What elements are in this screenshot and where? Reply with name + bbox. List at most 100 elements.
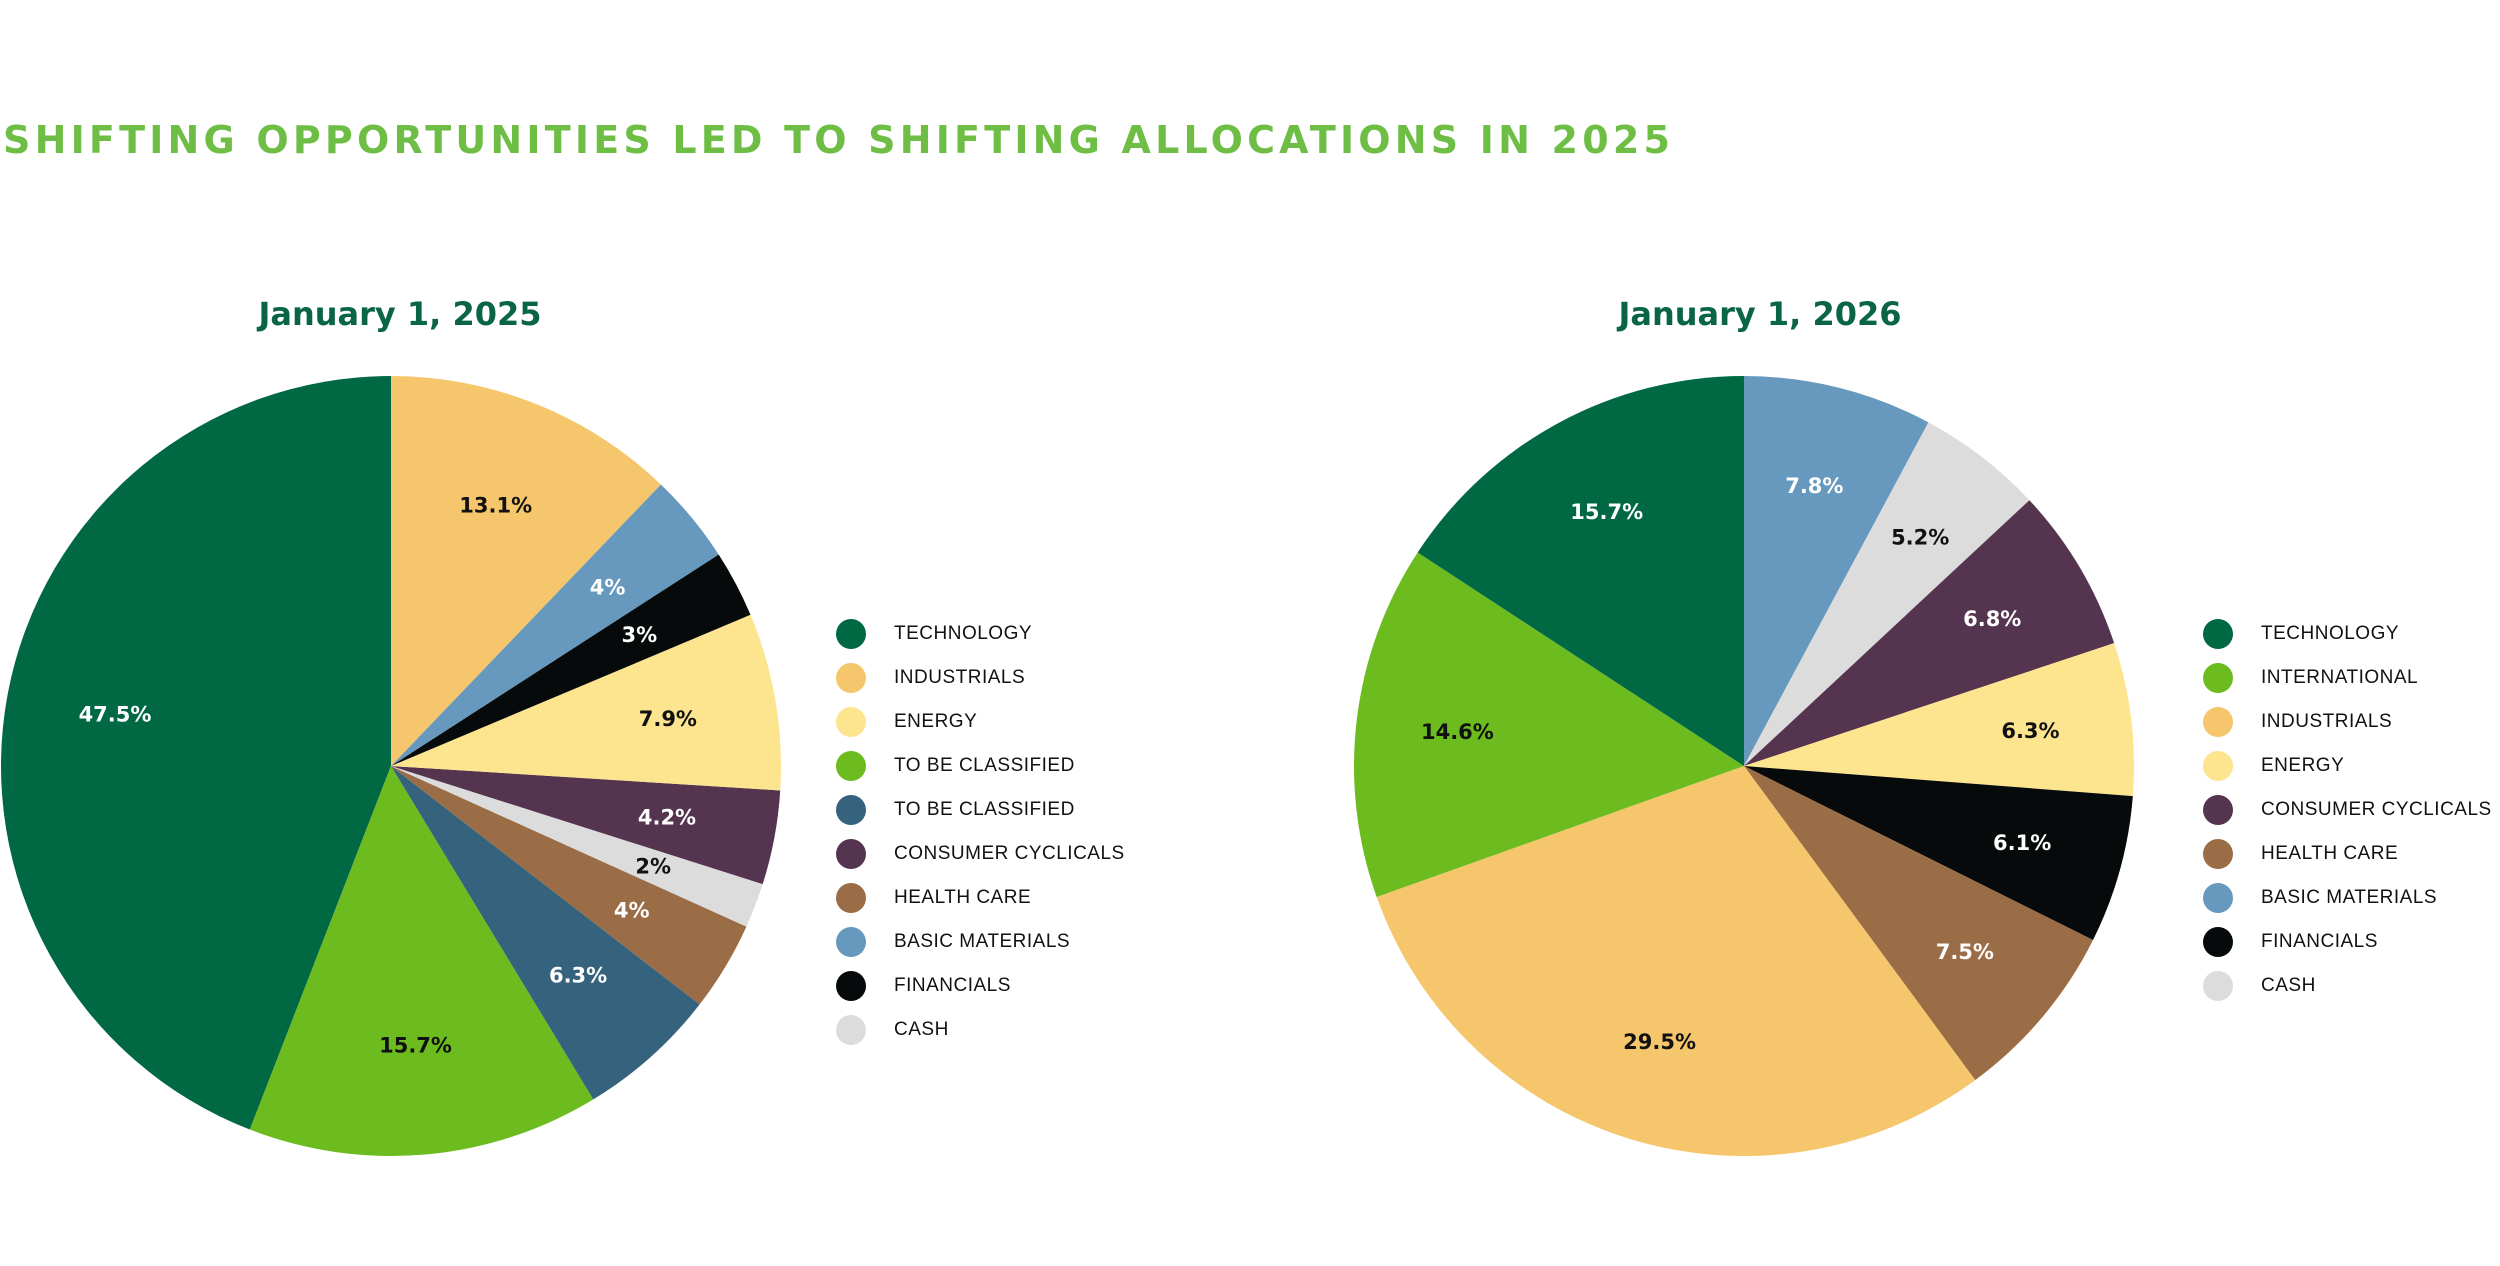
legend-swatch [836, 971, 866, 1001]
legend-label: TECHNOLOGY [894, 623, 1033, 644]
slice-value-label: 4% [590, 575, 626, 599]
legend-label: INTERNATIONAL [2261, 667, 2419, 688]
legend-item: HEALTH CARE [836, 876, 1125, 920]
pie-slice-basic-materials [391, 484, 719, 766]
legend-swatch [2203, 751, 2233, 781]
slice-value-label: 2% [635, 855, 671, 879]
pie-slice-international [1354, 552, 1744, 898]
legend-swatch [836, 619, 866, 649]
legend-label: BASIC MATERIALS [2261, 887, 2438, 908]
pie-slice-energy [391, 614, 781, 791]
slice-value-label: 7.5% [1936, 940, 1994, 964]
legend-item: INDUSTRIALS [836, 656, 1125, 700]
slice-value-label: 5.2% [1891, 525, 1949, 549]
legend-label: CONSUMER CYCLICALS [2261, 799, 2492, 820]
slice-value-label: 3% [621, 623, 657, 647]
legend-label: BASIC MATERIALS [894, 931, 1071, 952]
pie-slice-technology [0, 375, 392, 1130]
legend-swatch [836, 795, 866, 825]
pie-slice-technology [1417, 376, 1744, 766]
legend-label: FINANCIALS [894, 975, 1011, 996]
legend-item: TECHNOLOGY [2203, 612, 2492, 656]
legend-swatch [2203, 795, 2233, 825]
legend-swatch [2203, 883, 2233, 913]
legend-label: TO BE CLASSIFIED [894, 799, 1075, 820]
pie-slice-cash [1744, 422, 2030, 766]
legend-swatch [836, 663, 866, 693]
slice-value-label: 29.5% [1623, 1030, 1696, 1054]
legend-item: CONSUMER CYCLICALS [2203, 788, 2492, 832]
legend-2025: TECHNOLOGY INDUSTRIALS ENERGY TO BE CLASSIF… [836, 612, 1125, 1052]
pie-slice-to-be-classified [249, 766, 594, 1157]
legend-item: TO BE CLASSIFIED [836, 744, 1125, 788]
slice-value-label: 47.5% [79, 702, 152, 726]
pie-slice-cash [391, 766, 763, 927]
legend-label: TO BE CLASSIFIED [894, 755, 1075, 776]
pie-slice-to-be-classified [391, 766, 700, 1100]
legend-label: INDUSTRIALS [894, 667, 1026, 688]
slice-value-label: 6.3% [549, 963, 607, 987]
legend-swatch [836, 839, 866, 869]
pie-slice-industrials [1376, 766, 1976, 1156]
legend-item: INTERNATIONAL [2203, 656, 2492, 700]
slice-value-label: 7.9% [639, 707, 697, 731]
page-title: SHIFTING OPPORTUNITIES LED TO SHIFTING A… [3, 118, 1675, 162]
legend-label: ENERGY [2261, 755, 2345, 776]
legend-swatch [2203, 971, 2233, 1001]
legend-item: INDUSTRIALS [2203, 700, 2492, 744]
slice-value-label: 6.8% [1963, 607, 2021, 631]
slice-value-label: 6.1% [1993, 831, 2051, 855]
legend-label: ENERGY [894, 711, 978, 732]
legend-item: TO BE CLASSIFIED [836, 788, 1125, 832]
pie-slice-health-care [391, 766, 747, 1005]
pie-slice-consumer-cyclicals [391, 766, 781, 885]
slice-value-label: 7.8% [1785, 474, 1843, 498]
legend-swatch [2203, 839, 2233, 869]
pie-slice-consumer-cyclicals [1744, 500, 2115, 766]
legend-item: ENERGY [836, 700, 1125, 744]
legend-item: CASH [2203, 964, 2492, 1008]
legend-item: BASIC MATERIALS [2203, 876, 2492, 920]
legend-swatch [836, 927, 866, 957]
legend-label: INDUSTRIALS [2261, 711, 2393, 732]
legend-label: HEALTH CARE [2261, 843, 2399, 864]
legend-swatch [2203, 707, 2233, 737]
legend-swatch [836, 883, 866, 913]
legend-label: CASH [894, 1019, 949, 1040]
legend-swatch [836, 1015, 866, 1045]
legend-item: ENERGY [2203, 744, 2492, 788]
legend-label: FINANCIALS [2261, 931, 2378, 952]
legend-swatch [2203, 619, 2233, 649]
legend-2026: TECHNOLOGY INTERNATIONAL INDUSTRIALS ENERGY… [2203, 612, 2492, 1008]
pie-slice-energy [1744, 643, 2135, 797]
chart-title-2026: January 1, 2026 [1618, 295, 1902, 333]
legend-label: TECHNOLOGY [2261, 623, 2400, 644]
pie-slice-financials [1744, 766, 2133, 941]
legend-label: HEALTH CARE [894, 887, 1032, 908]
legend-item: TECHNOLOGY [836, 612, 1125, 656]
pie-slice-industrials [391, 375, 661, 766]
legend-item: HEALTH CARE [2203, 832, 2492, 876]
pie-slice-health-care [1744, 766, 2094, 1081]
slice-value-label: 4% [614, 899, 650, 923]
legend-item: FINANCIALS [2203, 920, 2492, 964]
slice-value-label: 14.6% [1421, 720, 1494, 744]
legend-item: CASH [836, 1008, 1125, 1052]
chart-title-2025: January 1, 2025 [258, 295, 542, 333]
legend-swatch [2203, 927, 2233, 957]
slice-value-label: 6.3% [2001, 719, 2059, 743]
slice-value-label: 4.2% [638, 806, 696, 830]
slice-value-label: 15.7% [379, 1034, 452, 1058]
legend-swatch [2203, 663, 2233, 693]
legend-item: FINANCIALS [836, 964, 1125, 1008]
legend-swatch [836, 707, 866, 737]
slice-value-label: 13.1% [459, 493, 532, 517]
legend-label: CONSUMER CYCLICALS [894, 843, 1125, 864]
pie-slice-financials [391, 554, 751, 766]
pie-slice-basic-materials [1744, 376, 1929, 766]
slice-value-label: 15.7% [1570, 500, 1643, 524]
legend-label: CASH [2261, 975, 2316, 996]
legend-swatch [836, 751, 866, 781]
